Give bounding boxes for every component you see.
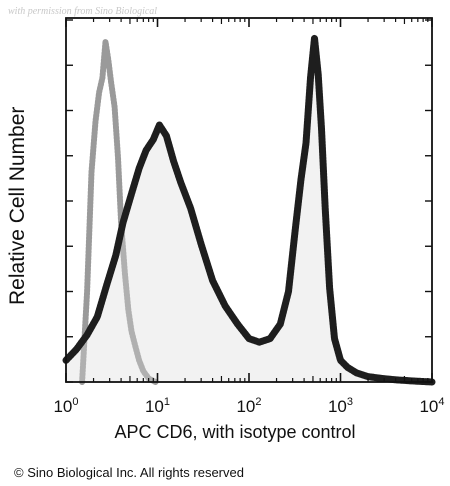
tick-layer bbox=[65, 18, 433, 383]
series-area-CD6-stained bbox=[66, 38, 432, 382]
series-line-CD6-stained bbox=[64, 36, 433, 384]
x-tick-labels: 100 101 102 103 104 bbox=[53, 396, 444, 416]
watermark-text: with permission from Sino Biological bbox=[8, 6, 158, 17]
x-axis-label: APC CD6, with isotype control bbox=[114, 422, 356, 442]
x-tick-label: 100 bbox=[53, 396, 78, 416]
copyright-text: © Sino Biological Inc. All rights reserv… bbox=[14, 465, 244, 480]
y-axis-label: Relative Cell Number bbox=[6, 106, 29, 305]
x-tick-label: 103 bbox=[328, 396, 353, 416]
x-tick-label: 101 bbox=[145, 396, 170, 416]
series-line-isotype-control bbox=[81, 41, 156, 383]
series-layer bbox=[62, 34, 436, 386]
x-tick-label: 104 bbox=[419, 396, 444, 416]
x-tick-label: 102 bbox=[236, 396, 261, 416]
